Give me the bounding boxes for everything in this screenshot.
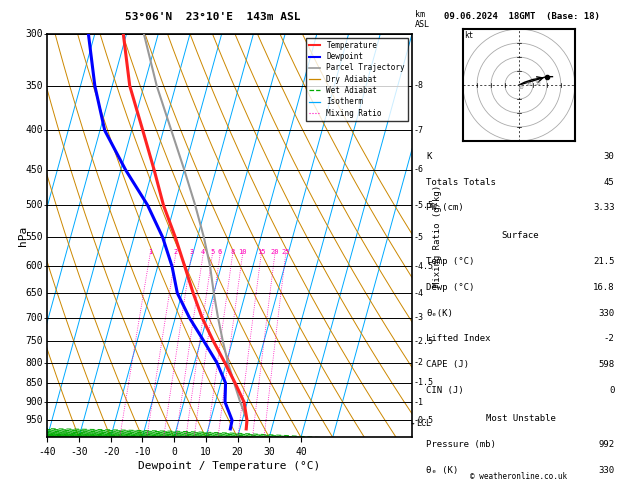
Text: Mixing Ratio (g/kg): Mixing Ratio (g/kg) xyxy=(433,185,442,287)
Text: 2: 2 xyxy=(174,249,177,255)
Text: © weatheronline.co.uk: © weatheronline.co.uk xyxy=(470,472,567,481)
Text: -2.5: -2.5 xyxy=(414,336,434,346)
Text: 10: 10 xyxy=(518,85,524,90)
Text: 20: 20 xyxy=(526,83,532,87)
Text: 21.5: 21.5 xyxy=(593,257,615,266)
Text: 45: 45 xyxy=(604,177,615,187)
Text: Dewp (°C): Dewp (°C) xyxy=(426,283,475,292)
Text: 16.8: 16.8 xyxy=(593,283,615,292)
Text: 5: 5 xyxy=(210,249,214,255)
Text: 25: 25 xyxy=(281,249,290,255)
Text: 750: 750 xyxy=(25,336,43,346)
Text: Surface: Surface xyxy=(502,231,539,241)
Text: -4.5: -4.5 xyxy=(414,262,434,271)
Text: K: K xyxy=(426,152,432,161)
Text: 550: 550 xyxy=(25,232,43,242)
Text: -5.5: -5.5 xyxy=(414,201,434,209)
Text: -2: -2 xyxy=(414,358,424,367)
Text: 1: 1 xyxy=(148,249,152,255)
Text: 650: 650 xyxy=(25,288,43,298)
Text: 8: 8 xyxy=(230,249,235,255)
Text: 450: 450 xyxy=(25,165,43,175)
Text: 4: 4 xyxy=(201,249,205,255)
Text: 598: 598 xyxy=(598,360,615,369)
Text: -6: -6 xyxy=(414,165,424,174)
Text: -1: -1 xyxy=(414,398,424,407)
Text: CIN (J): CIN (J) xyxy=(426,386,464,395)
Text: Totals Totals: Totals Totals xyxy=(426,177,496,187)
Text: -5: -5 xyxy=(414,233,424,242)
Text: hPa: hPa xyxy=(18,226,28,246)
Text: Most Unstable: Most Unstable xyxy=(486,414,555,423)
Text: 300: 300 xyxy=(25,29,43,39)
Text: Temp (°C): Temp (°C) xyxy=(426,257,475,266)
Text: 850: 850 xyxy=(25,378,43,388)
Text: θₑ(K): θₑ(K) xyxy=(426,309,454,318)
Text: 950: 950 xyxy=(25,415,43,425)
Text: θₑ (K): θₑ (K) xyxy=(426,466,459,475)
Text: 6: 6 xyxy=(218,249,222,255)
Text: -1.5: -1.5 xyxy=(414,379,434,387)
Text: 800: 800 xyxy=(25,358,43,367)
Text: 350: 350 xyxy=(25,81,43,91)
Text: -7: -7 xyxy=(414,126,424,135)
Text: -8: -8 xyxy=(414,81,424,90)
Text: 20: 20 xyxy=(270,249,279,255)
Text: Lifted Index: Lifted Index xyxy=(426,334,491,344)
Text: 330: 330 xyxy=(598,309,615,318)
Text: 30: 30 xyxy=(604,152,615,161)
Text: 3: 3 xyxy=(189,249,194,255)
Text: 400: 400 xyxy=(25,125,43,136)
Text: 10: 10 xyxy=(238,249,247,255)
Text: -4: -4 xyxy=(414,289,424,297)
Text: PW (cm): PW (cm) xyxy=(426,203,464,212)
Text: 53°06'N  23°10'E  143m ASL: 53°06'N 23°10'E 143m ASL xyxy=(125,12,300,22)
Text: 09.06.2024  18GMT  (Base: 18): 09.06.2024 18GMT (Base: 18) xyxy=(444,12,600,21)
Text: 330: 330 xyxy=(598,466,615,475)
Text: km
ASL: km ASL xyxy=(415,10,430,29)
Text: 500: 500 xyxy=(25,200,43,210)
Text: 900: 900 xyxy=(25,397,43,407)
Text: -0.5: -0.5 xyxy=(414,416,434,425)
Text: 3.33: 3.33 xyxy=(593,203,615,212)
Text: 15: 15 xyxy=(257,249,265,255)
Text: -3: -3 xyxy=(414,313,424,322)
Text: kt: kt xyxy=(464,31,474,39)
Text: Pressure (mb): Pressure (mb) xyxy=(426,440,496,449)
X-axis label: Dewpoint / Temperature (°C): Dewpoint / Temperature (°C) xyxy=(138,461,321,471)
Text: 992: 992 xyxy=(598,440,615,449)
Text: 0: 0 xyxy=(609,386,615,395)
Text: CAPE (J): CAPE (J) xyxy=(426,360,469,369)
Text: 30: 30 xyxy=(534,81,541,86)
Text: 600: 600 xyxy=(25,261,43,271)
Text: LCL: LCL xyxy=(416,419,431,428)
Text: 700: 700 xyxy=(25,313,43,323)
Text: -2: -2 xyxy=(604,334,615,344)
Legend: Temperature, Dewpoint, Parcel Trajectory, Dry Adiabat, Wet Adiabat, Isotherm, Mi: Temperature, Dewpoint, Parcel Trajectory… xyxy=(306,38,408,121)
